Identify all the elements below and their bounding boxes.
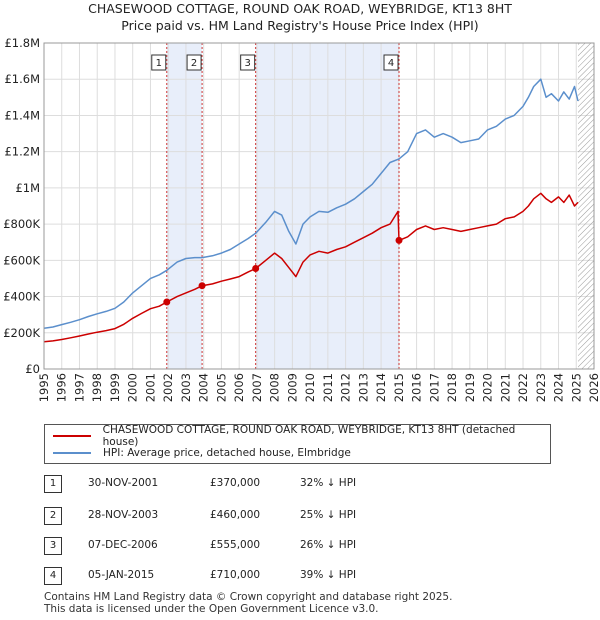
price-chart: 1 2 3 4 £0 £200K £400K £600K £800K £1M £1.2M £1.4M £… xyxy=(3,36,600,402)
footer-copyright: Contains HM Land Registry data © Crown c… xyxy=(44,591,453,603)
x-tick-label: 2005 xyxy=(214,373,228,402)
transaction-hpi-diff: 25% ↓ HPI xyxy=(300,509,357,521)
hpi-series-line xyxy=(43,78,579,330)
footer-licence: This data is licensed under the Open Gov… xyxy=(44,603,379,615)
sale-number-label: 2 xyxy=(191,58,197,69)
x-tick-label: 2024 xyxy=(552,373,566,402)
x-tick-label: 2013 xyxy=(356,373,370,402)
transaction-number: 2 xyxy=(44,507,62,525)
y-tick-label: £0 xyxy=(25,362,40,376)
x-tick-label: 2020 xyxy=(481,373,495,402)
transaction-number: 1 xyxy=(44,475,62,493)
transaction-number: 4 xyxy=(44,567,62,585)
x-tick-label: 2012 xyxy=(339,373,353,402)
sale-number-label: 1 xyxy=(156,58,162,69)
x-tick-label: 1999 xyxy=(108,373,122,402)
y-tick-label: £400K xyxy=(3,290,40,304)
x-tick-label: 1998 xyxy=(90,373,104,402)
transaction-price: £370,000 xyxy=(210,477,261,489)
transaction-date: 30-NOV-2001 xyxy=(88,477,159,489)
legend-item-hpi: HPI: Average price, detached house, Elmb… xyxy=(53,446,351,460)
legend-swatch-hpi xyxy=(53,452,91,454)
x-tick-label: 1995 xyxy=(37,373,51,402)
x-tick-label: 2008 xyxy=(268,373,282,402)
transaction-hpi-diff: 39% ↓ HPI xyxy=(300,569,357,581)
legend-label-property: CHASEWOOD COTTAGE, ROUND OAK ROAD, WEYBR… xyxy=(102,424,516,448)
x-tick-label: 1996 xyxy=(55,373,69,402)
transaction-number: 3 xyxy=(44,537,62,555)
x-tick-label: 2025 xyxy=(569,373,583,402)
y-tick-label: £1.8M xyxy=(4,36,40,50)
legend-swatch-property xyxy=(53,435,91,437)
sale-number-box xyxy=(186,54,202,71)
x-tick-label: 2001 xyxy=(143,373,157,402)
chart-title: CHASEWOOD COTTAGE, ROUND OAK ROAD, WEYBR… xyxy=(88,1,512,16)
x-tick-label: 2010 xyxy=(303,373,317,402)
y-tick-label: £1.4M xyxy=(4,108,40,122)
transaction-price: £555,000 xyxy=(210,539,261,551)
transaction-hpi-diff: 26% ↓ HPI xyxy=(300,539,357,551)
x-tick-label: 2009 xyxy=(285,373,299,402)
legend-item-property: CHASEWOOD COTTAGE, ROUND OAK ROAD, WEYBR… xyxy=(53,424,550,448)
x-tick-label: 2004 xyxy=(197,373,211,402)
sale-point xyxy=(163,298,171,306)
sale-point xyxy=(252,264,260,272)
sale-number-box xyxy=(383,54,399,71)
x-tick-label: 2006 xyxy=(232,373,246,402)
transaction-hpi-diff: 32% ↓ HPI xyxy=(300,477,357,489)
sale-number-box xyxy=(151,54,167,71)
x-tick-label: 2011 xyxy=(321,373,335,402)
legend-label-hpi: HPI: Average price, detached house, Elmb… xyxy=(103,447,351,459)
transaction-date: 07-DEC-2006 xyxy=(88,539,158,551)
sale-number-label: 4 xyxy=(388,58,394,69)
sale-period-shade xyxy=(166,43,203,369)
sale-number-label: 3 xyxy=(244,58,250,69)
sale-number-box xyxy=(240,54,256,71)
x-tick-label: 2000 xyxy=(126,373,140,402)
x-tick-label: 2015 xyxy=(392,373,406,402)
transaction-date: 28-NOV-2003 xyxy=(88,509,159,521)
plot-frame xyxy=(43,42,595,370)
transaction-date: 05-JAN-2015 xyxy=(88,569,155,581)
y-tick-label: £200K xyxy=(3,326,40,340)
sale-point xyxy=(198,282,206,290)
property-series-line xyxy=(43,192,579,343)
y-tick-label: £1.6M xyxy=(4,72,40,86)
x-tick-label: 1997 xyxy=(72,373,86,402)
y-tick-label: £800K xyxy=(3,217,40,231)
x-tick-label: 2016 xyxy=(410,373,424,402)
x-tick-label: 2018 xyxy=(445,373,459,402)
x-tick-label: 2021 xyxy=(498,373,512,402)
legend: CHASEWOOD COTTAGE, ROUND OAK ROAD, WEYBR… xyxy=(44,424,551,464)
y-tick-label: £600K xyxy=(3,253,40,267)
x-tick-label: 2022 xyxy=(516,373,530,402)
y-tick-label: £1.2M xyxy=(4,145,40,159)
transaction-price: £460,000 xyxy=(210,509,261,521)
x-tick-label: 2007 xyxy=(250,373,264,402)
sale-point xyxy=(395,236,403,244)
forecast-hatch xyxy=(578,43,594,369)
x-tick-label: 2002 xyxy=(161,373,175,402)
x-tick-label: 2017 xyxy=(427,373,441,402)
y-tick-label: £1M xyxy=(15,181,40,195)
x-tick-label: 2019 xyxy=(463,373,477,402)
x-tick-label: 2003 xyxy=(179,373,193,402)
x-tick-label: 2014 xyxy=(374,373,388,402)
sale-period-shade xyxy=(255,43,400,369)
chart-subtitle: Price paid vs. HM Land Registry's House … xyxy=(121,18,479,33)
x-tick-label: 2023 xyxy=(534,373,548,402)
transaction-price: £710,000 xyxy=(210,569,261,581)
x-tick-label: 2026 xyxy=(587,373,600,402)
